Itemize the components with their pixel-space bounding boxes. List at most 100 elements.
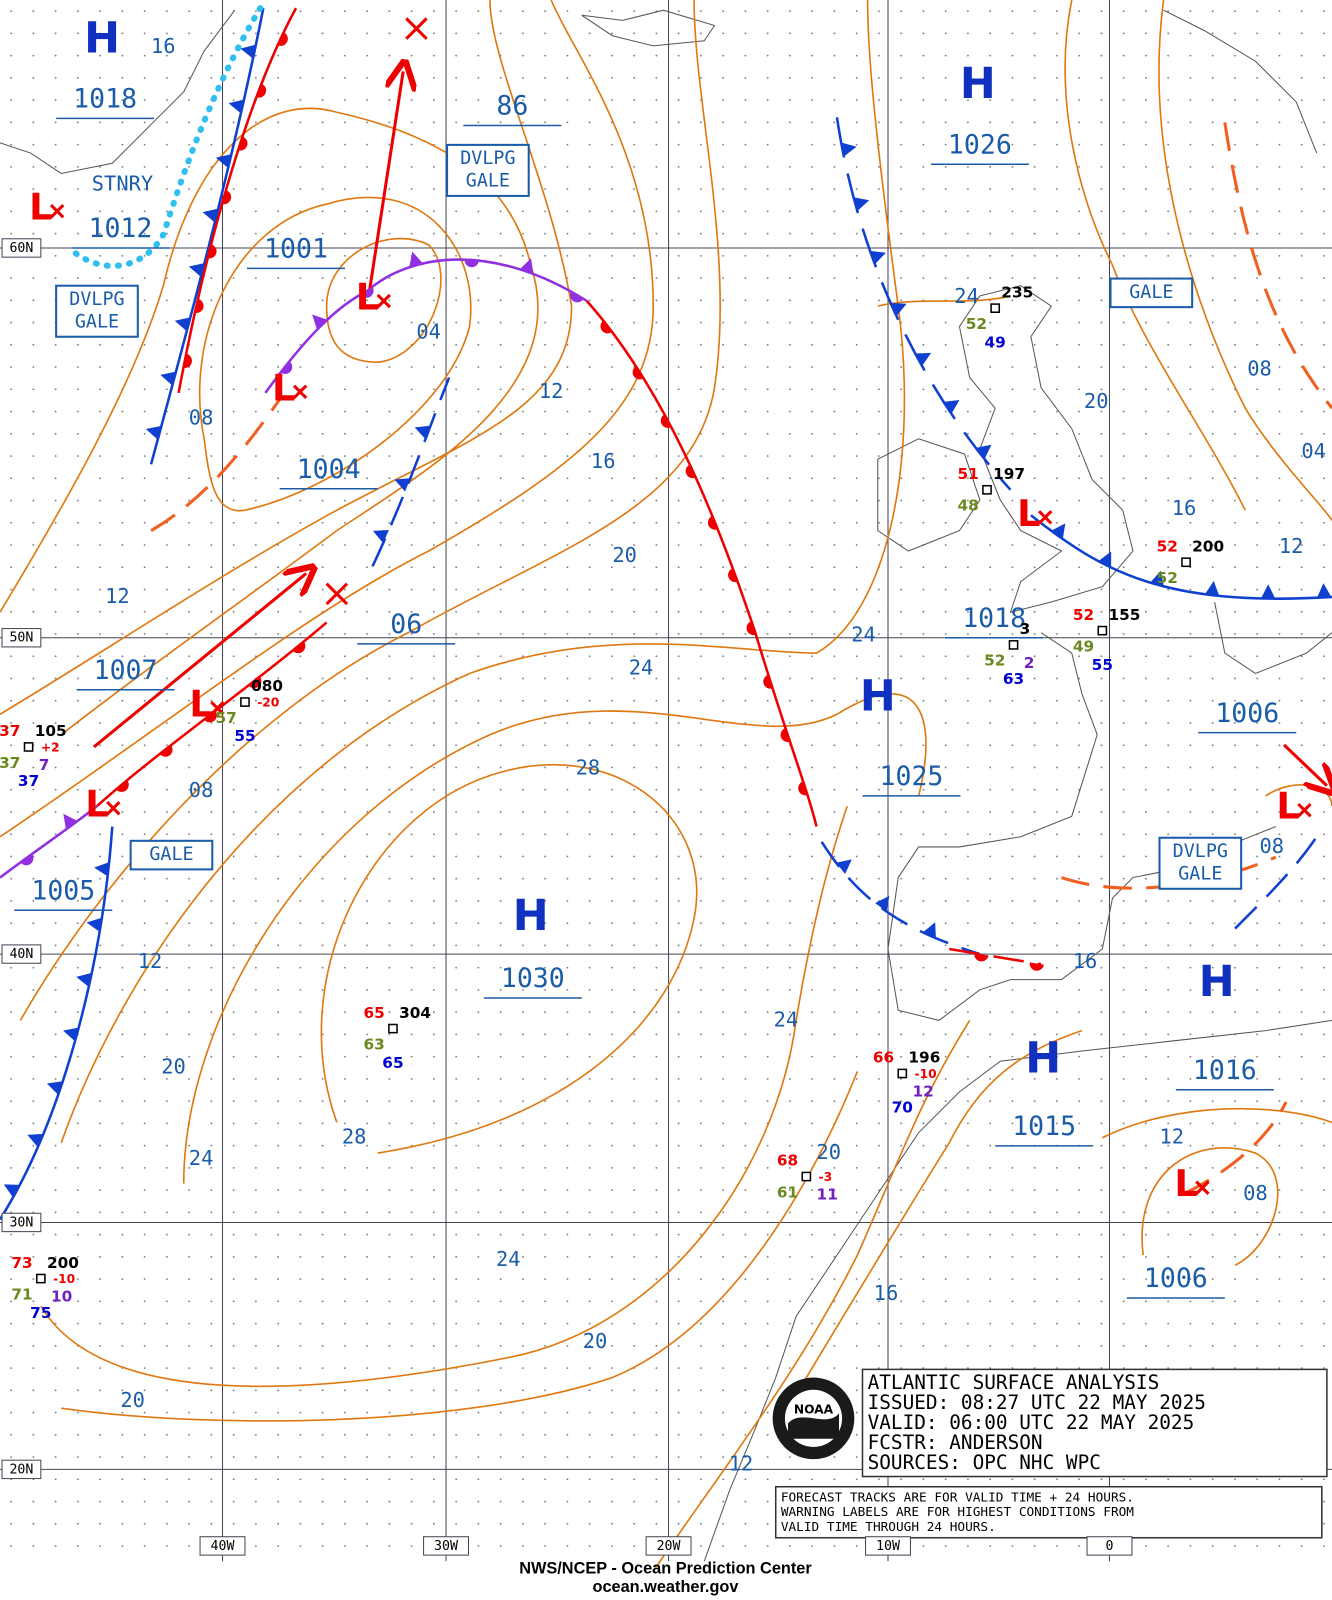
front-symbol <box>1051 523 1066 540</box>
low-x <box>106 800 121 816</box>
station-value: 52 <box>984 652 1005 670</box>
footer-line: ocean.weather.gov <box>592 1578 738 1596</box>
station-value: 57 <box>216 709 237 727</box>
front-symbol <box>414 425 431 440</box>
longitude-label: 30W <box>434 1539 458 1554</box>
station-value: 080 <box>251 677 283 695</box>
front-symbol <box>1260 584 1276 599</box>
isobar-label: 24 <box>496 1247 521 1271</box>
pressure-value: 1026 <box>948 129 1012 160</box>
front-symbol <box>207 244 217 259</box>
front-symbol <box>870 250 886 265</box>
front-symbol <box>1150 570 1164 587</box>
front-symbol <box>372 530 389 544</box>
station-value: 235 <box>1001 283 1033 301</box>
station-value: 197 <box>993 465 1025 483</box>
longitude-label: 20W <box>657 1539 681 1554</box>
front-symbol <box>975 444 992 460</box>
front-symbol <box>277 32 288 46</box>
center-symbol: H <box>1199 957 1235 1007</box>
isobar-label: 12 <box>138 949 163 973</box>
warning-label: DVLPG <box>69 289 124 310</box>
low-x <box>210 700 225 716</box>
station-value: 2 <box>1024 654 1035 672</box>
isobar-label: 08 <box>1243 1181 1268 1205</box>
lat-box <box>1 1459 42 1480</box>
front-symbol <box>890 303 907 317</box>
lon-box <box>645 1536 692 1556</box>
isobar-label: 28 <box>576 755 601 779</box>
lon-box <box>1086 1536 1133 1556</box>
pressure-value: 1001 <box>264 234 328 265</box>
station-marker <box>23 742 34 752</box>
pressure-value: 1016 <box>1193 1055 1257 1086</box>
isobar-label: 08 <box>189 778 214 802</box>
front-symbol <box>159 745 173 757</box>
pressure-value: 1025 <box>880 761 944 792</box>
station-value: 51 <box>958 465 979 483</box>
pressure-value: 1005 <box>31 875 95 906</box>
warning-label: DVLPG <box>460 148 515 169</box>
front-symbol <box>1029 962 1044 971</box>
lon-box <box>865 1536 911 1556</box>
station-marker <box>1181 557 1191 568</box>
isobar-label: 08 <box>1259 834 1284 858</box>
front-symbol <box>183 353 192 368</box>
lat-box <box>1 628 42 648</box>
lat-lon-lines <box>0 0 1332 1562</box>
pressure-value: 86 <box>496 91 528 122</box>
station-value: 49 <box>1073 637 1094 655</box>
latitude-label: 20N <box>9 1462 33 1477</box>
latitude-label: 60N <box>9 241 33 256</box>
isobar-label: 20 <box>612 543 637 567</box>
front-symbol <box>746 621 756 636</box>
warning-box <box>129 839 214 871</box>
pressure-value: 1030 <box>501 963 565 994</box>
front-symbol <box>728 568 738 583</box>
pressure-value: 1006 <box>1144 1263 1208 1294</box>
front-symbol <box>145 425 162 440</box>
station-value: 196 <box>908 1049 940 1067</box>
isobar-label: 24 <box>851 623 876 647</box>
front-symbol <box>46 1081 63 1095</box>
front-symbol <box>86 917 102 932</box>
title-box <box>772 1368 1328 1539</box>
isobar-label: 12 <box>729 1451 754 1475</box>
station-value: 75 <box>30 1304 51 1322</box>
front-symbol <box>240 44 256 59</box>
station-marker <box>1008 640 1019 650</box>
front-symbol <box>174 317 191 332</box>
center-symbol: L <box>1174 1162 1197 1205</box>
front-symbol <box>228 99 245 114</box>
front-symbol <box>632 366 644 380</box>
front-symbol <box>27 1133 44 1148</box>
station-value: 11 <box>817 1185 838 1203</box>
front-symbol <box>798 781 808 796</box>
isobar-label: 16 <box>151 34 176 58</box>
front-symbol <box>394 478 411 492</box>
front-symbol <box>685 464 696 479</box>
isobar-label: 16 <box>591 449 616 473</box>
front-symbol <box>780 728 790 743</box>
front-symbol <box>1317 583 1332 598</box>
isobar-label: 12 <box>1159 1125 1184 1149</box>
station-value: 200 <box>1192 537 1224 555</box>
front-symbol <box>292 641 306 654</box>
front-symbol <box>464 259 479 268</box>
isobar-label: 24 <box>629 655 654 679</box>
pressure-value: 1012 <box>89 213 153 244</box>
station-value: 71 <box>11 1285 32 1303</box>
low-x <box>376 293 391 309</box>
station-value: -10 <box>53 1272 75 1286</box>
longitude-label: 10W <box>876 1539 900 1554</box>
front-symbol <box>116 780 129 792</box>
isobar-label: 12 <box>105 584 130 608</box>
station-value: 105 <box>35 722 67 740</box>
station-value: 10 <box>51 1287 72 1305</box>
front-symbol <box>94 862 110 877</box>
front-symbol <box>215 154 232 169</box>
front-symbol <box>256 83 267 98</box>
longitude-label: 0 <box>1105 1539 1113 1554</box>
front-symbol <box>853 197 870 212</box>
front-symbol <box>836 859 852 874</box>
